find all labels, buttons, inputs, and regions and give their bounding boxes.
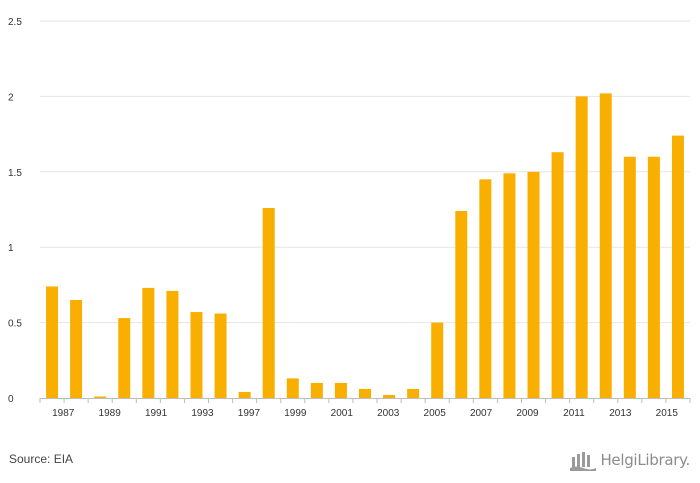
x-tick-label: 2009 (516, 408, 539, 419)
library-building-icon (570, 452, 597, 471)
bar (70, 299, 83, 398)
bar (431, 322, 444, 398)
bar (623, 156, 636, 398)
chart-footer: Source: EIA HelgiLibrary. (0, 440, 700, 483)
bar (599, 93, 612, 398)
bar (647, 156, 660, 398)
y-tick-label: 0.5 (8, 319, 22, 330)
bar (166, 290, 179, 398)
y-tick-label: 0 (8, 394, 14, 405)
x-tick-label: 1993 (191, 408, 214, 419)
logo-text: HelgiLibrary. (600, 451, 690, 469)
bar (190, 312, 203, 398)
x-tick-label: 2013 (609, 408, 632, 419)
y-tick-label: 2 (8, 92, 14, 103)
x-tick-label: 1997 (238, 408, 261, 419)
y-tick-label: 1 (8, 243, 14, 254)
bar (407, 388, 420, 398)
x-tick-label: 2011 (563, 408, 585, 419)
bar (94, 396, 107, 398)
bar-chart-svg: 0 0.5 1 1.5 2 2.5 1987 1989 1991 1993 1997 1999 2001… (8, 17, 691, 419)
bar (262, 207, 275, 398)
chart: 0 0.5 1 1.5 2 2.5 1987 1989 1991 1993 1997 1999 2001… (8, 17, 691, 419)
x-tick-label: 2015 (656, 408, 679, 419)
bar (334, 382, 347, 398)
bar (575, 96, 588, 399)
bar (286, 378, 299, 398)
bar (46, 286, 59, 398)
helgi-library-logo[interactable]: HelgiLibrary. (570, 448, 690, 472)
bar (455, 211, 468, 398)
bar (214, 313, 227, 398)
bar (551, 152, 564, 398)
x-tick-label: 1991 (145, 408, 168, 419)
y-tick-label: 1.5 (8, 168, 22, 179)
x-tick-label: 2001 (331, 408, 354, 419)
bar (479, 179, 492, 398)
bar (503, 173, 516, 398)
x-tick-label: 1987 (52, 408, 75, 419)
x-tick-label: 1989 (99, 408, 122, 419)
x-tick-label: 2003 (377, 408, 400, 419)
source-label: Source: EIA (9, 452, 74, 466)
bar (142, 287, 155, 398)
bar (527, 171, 540, 398)
bar (359, 388, 371, 398)
bar (310, 382, 323, 398)
x-tick-label: 1999 (284, 408, 307, 419)
logo-text-library: Library. (637, 451, 690, 469)
bar (383, 394, 396, 398)
bar (238, 391, 251, 398)
bar (671, 135, 684, 398)
x-tick-label: 2005 (424, 408, 447, 419)
logo-text-helgi: Helgi (600, 451, 638, 469)
y-tick-label: 2.5 (8, 17, 22, 28)
x-tick-label: 2007 (470, 408, 493, 419)
bar (118, 318, 131, 398)
